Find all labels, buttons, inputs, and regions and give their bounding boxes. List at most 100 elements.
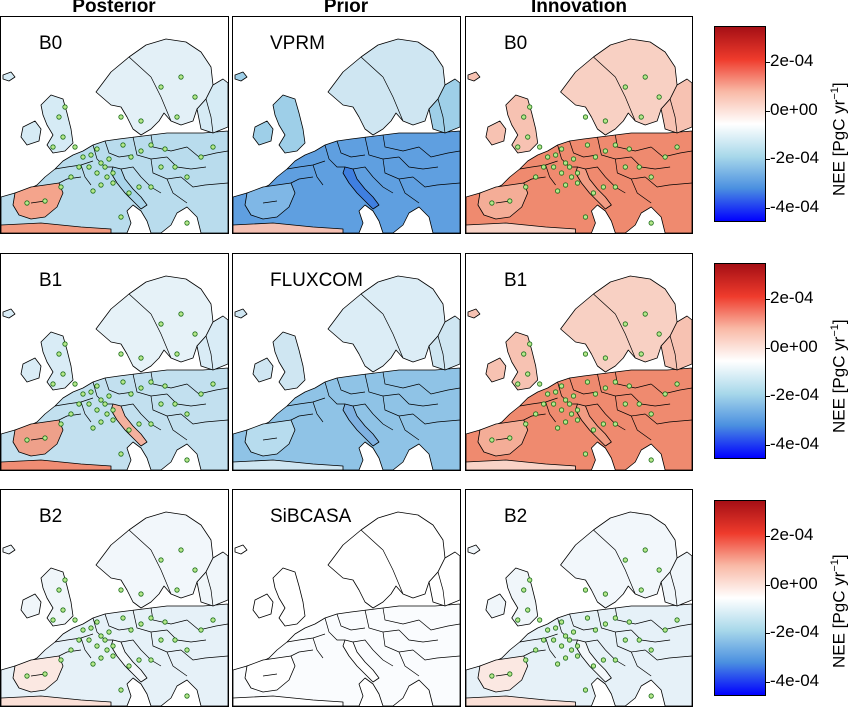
country-border <box>58 176 82 184</box>
country-border <box>166 178 188 204</box>
station-marker <box>174 351 180 357</box>
country-border <box>398 156 439 170</box>
panel-label: VPRM <box>270 33 325 54</box>
country-border <box>150 631 182 653</box>
iceland-land <box>2 544 16 555</box>
country-border <box>262 673 278 677</box>
station-marker <box>562 419 569 425</box>
colorbar-tick-mark <box>765 396 770 398</box>
station-marker <box>555 425 561 431</box>
station-marker <box>172 637 178 643</box>
column-title-innovation: Innovation <box>530 0 628 17</box>
country-border <box>150 371 188 389</box>
country-border <box>382 158 414 180</box>
column-title-posterior: Posterior <box>72 0 156 17</box>
ireland-land <box>252 593 274 619</box>
station-marker <box>86 164 92 170</box>
country-border <box>312 164 324 186</box>
ireland-land <box>20 120 42 146</box>
country-border <box>614 134 652 152</box>
country-border <box>262 200 278 204</box>
station-marker <box>555 661 561 667</box>
uk-land <box>505 94 539 154</box>
country-border <box>352 403 374 415</box>
colorbar-tick-label: 0e+00 <box>770 99 818 119</box>
finland-land <box>660 315 692 371</box>
country-border <box>205 571 214 607</box>
country-border <box>669 335 678 371</box>
iberia-land <box>477 182 529 220</box>
station-marker <box>570 629 577 635</box>
station-marker <box>138 621 144 627</box>
country-border <box>412 649 460 661</box>
country-border <box>615 313 636 359</box>
station-marker <box>24 673 30 679</box>
country-border <box>585 166 606 178</box>
country-border <box>205 335 214 371</box>
station-marker <box>76 637 82 643</box>
station-marker <box>558 383 565 389</box>
station-marker <box>602 355 608 361</box>
station-marker <box>568 647 575 653</box>
country-border <box>364 609 400 633</box>
station-marker <box>662 627 668 633</box>
station-marker <box>158 637 164 643</box>
station-marker <box>602 621 608 627</box>
station-marker <box>582 114 589 120</box>
colorbar-tick-mark <box>765 536 770 538</box>
station-marker <box>198 627 204 633</box>
station-marker <box>656 94 662 100</box>
station-marker <box>566 401 573 407</box>
station-marker <box>106 156 112 162</box>
station-marker <box>626 146 632 152</box>
station-marker <box>489 437 495 443</box>
country-border <box>372 176 394 194</box>
iceland-land <box>2 308 16 319</box>
country-border <box>519 633 558 643</box>
station-marker <box>136 184 142 190</box>
country-border <box>54 633 94 643</box>
station-marker <box>128 391 134 397</box>
station-marker <box>523 184 529 190</box>
country-border <box>630 651 652 677</box>
station-marker <box>128 627 134 633</box>
country-border <box>58 649 82 657</box>
colorbar-tick-mark <box>765 299 770 301</box>
ireland-land <box>485 357 507 383</box>
country-border <box>166 415 188 441</box>
colorbar-tick-mark <box>765 584 770 586</box>
finland-land <box>660 551 692 607</box>
europe-map <box>1 38 228 233</box>
map-panel: B2 <box>0 489 229 707</box>
map-panel: FLUXCOM <box>232 253 461 471</box>
station-marker <box>58 421 64 427</box>
station-marker <box>602 385 608 391</box>
station-marker <box>126 663 132 669</box>
country-border <box>569 613 598 631</box>
station-marker <box>592 627 599 633</box>
country-border <box>150 76 172 122</box>
station-marker <box>178 74 184 80</box>
iceland-land <box>467 544 481 555</box>
iberia-land <box>12 182 64 220</box>
station-marker <box>507 671 513 677</box>
station-marker <box>551 637 557 643</box>
country-border <box>585 403 606 415</box>
country-border <box>523 176 546 184</box>
country-border <box>412 413 460 425</box>
country-border <box>166 156 207 170</box>
country-border <box>545 164 556 186</box>
station-marker <box>88 152 94 158</box>
country-border <box>290 413 314 421</box>
station-marker <box>648 411 654 417</box>
station-marker <box>541 401 547 407</box>
country-border <box>630 178 652 204</box>
station-marker <box>104 647 110 653</box>
station-marker <box>72 381 78 387</box>
station-marker <box>148 142 154 148</box>
station-marker <box>648 693 654 699</box>
station-marker <box>98 182 104 188</box>
station-marker <box>60 134 66 140</box>
scandinavia-land <box>95 275 214 373</box>
station-marker <box>541 637 547 643</box>
